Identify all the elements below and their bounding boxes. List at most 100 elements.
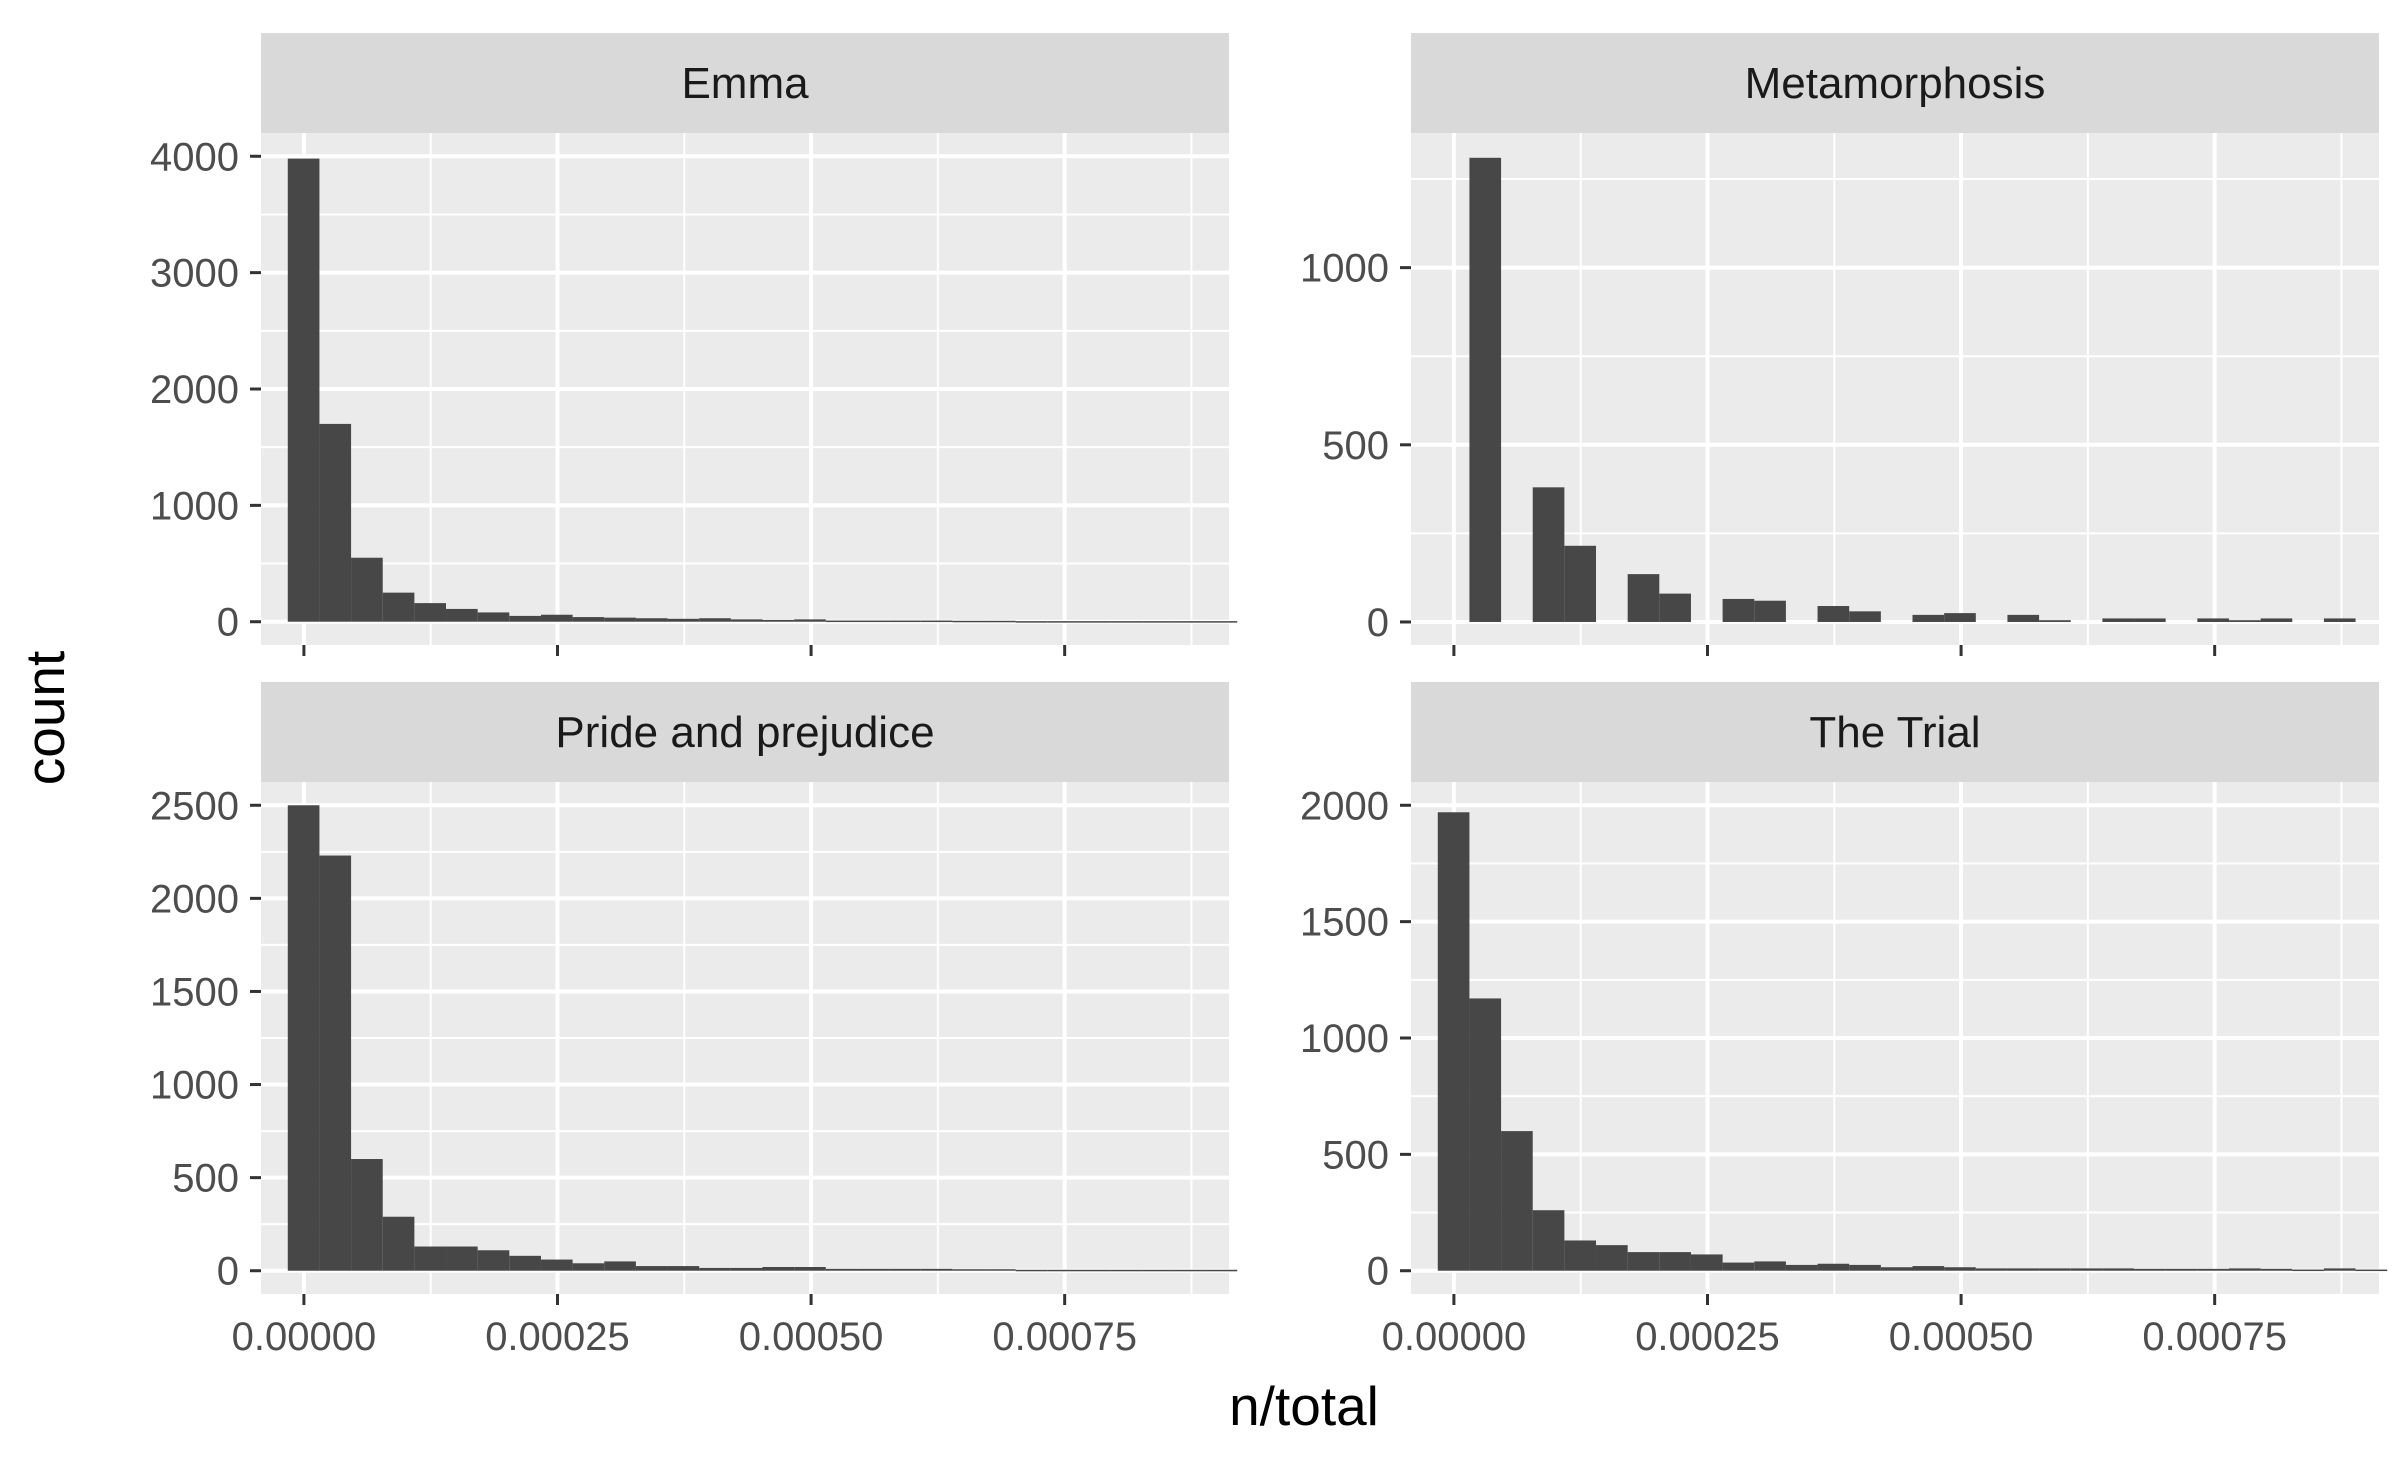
- histogram-bar: [1564, 545, 1597, 622]
- histogram-bar: [414, 1246, 447, 1271]
- histogram-bar: [1501, 1131, 1533, 1271]
- histogram-bar: [1754, 1261, 1786, 1271]
- histogram-bar: [2260, 618, 2293, 622]
- histogram-bar: [287, 805, 320, 1271]
- y-tick-label: 2000: [150, 368, 239, 412]
- histogram-bar: [1880, 1267, 1913, 1271]
- histogram-bar: [1817, 606, 1850, 622]
- histogram-bar: [604, 617, 636, 622]
- histogram-bar: [382, 1216, 415, 1271]
- histogram-bar: [540, 1259, 573, 1271]
- facet-title: Pride and prejudice: [555, 708, 934, 757]
- histogram-bar: [857, 1268, 890, 1271]
- histogram-bar: [730, 619, 763, 622]
- histogram-bar: [2323, 1268, 2356, 1271]
- histogram-bar: [1596, 1245, 1628, 1271]
- histogram-bar: [1690, 1254, 1723, 1271]
- histogram-bar: [1173, 621, 1206, 623]
- histogram-bar: [1849, 1264, 1881, 1271]
- histogram-bar: [2323, 618, 2356, 622]
- histogram-bar: [1173, 1269, 1206, 1272]
- histogram-bar: [1469, 157, 1502, 622]
- histogram-bar: [540, 614, 573, 622]
- histogram-bar: [2134, 1268, 2166, 1271]
- y-tick-label: 3000: [150, 252, 239, 296]
- y-tick-label: 1000: [150, 1064, 239, 1108]
- histogram-bar: [319, 855, 352, 1271]
- histogram-bar: [667, 1266, 700, 1271]
- histogram-bar: [1785, 1264, 1818, 1271]
- y-tick-label: 1000: [150, 484, 239, 528]
- histogram-bar: [2102, 618, 2135, 622]
- histogram-bar: [1817, 1263, 1850, 1271]
- y-tick-label: 2000: [150, 877, 239, 921]
- histogram-bar: [1015, 621, 1048, 623]
- histogram-bar: [1205, 621, 1238, 623]
- x-axis-title: n/total: [1229, 1375, 1379, 1437]
- histogram-bar: [1142, 1269, 1174, 1272]
- histogram-bar: [2228, 620, 2261, 622]
- histogram-bar: [2039, 1268, 2071, 1271]
- histogram-bar: [414, 603, 447, 622]
- histogram-bar: [984, 620, 1016, 623]
- histogram-bar: [762, 1267, 795, 1271]
- histogram-bar: [667, 618, 700, 622]
- histogram-bar: [1912, 1266, 1945, 1271]
- y-tick-label: 1000: [1300, 247, 1389, 291]
- histogram-bar: [477, 1250, 510, 1271]
- histogram-bar: [762, 619, 795, 622]
- y-axis-title: count: [14, 651, 76, 786]
- histogram-bar: [920, 1268, 953, 1271]
- histogram-bar: [2007, 614, 2040, 622]
- histogram-bar: [699, 618, 731, 622]
- histogram-bar: [1944, 613, 1976, 622]
- histogram-bar: [1659, 593, 1691, 622]
- histogram-bar: [1142, 621, 1174, 623]
- histogram-bar: [635, 1266, 668, 1271]
- histogram-bar: [1849, 611, 1881, 622]
- y-tick-label: 0: [217, 1250, 239, 1294]
- histogram-bar: [1532, 487, 1565, 622]
- panel-the-trial: The Trial 0 500 1000 1500 2000 0.00000 0.00025 0…: [1300, 682, 2388, 1359]
- histogram-bar: [446, 1246, 478, 1271]
- histogram-bar: [1659, 1252, 1691, 1271]
- histogram-bar: [889, 620, 921, 623]
- y-tick-label: 0: [217, 601, 239, 645]
- histogram-bar: [2197, 618, 2229, 622]
- histogram-bar: [509, 1255, 541, 1271]
- facet-strip: [261, 682, 1229, 782]
- histogram-bar: [2228, 1268, 2261, 1271]
- facet-strip: [261, 33, 1229, 133]
- histogram-bar: [984, 1269, 1016, 1271]
- y-tick-label: 500: [1322, 1133, 1389, 1177]
- histogram-bar: [1437, 812, 1470, 1271]
- histogram-bar: [2039, 620, 2071, 622]
- y-tick-label: 4000: [150, 135, 239, 179]
- panel-pride-and-prejudice: Pride and prejudice 0 500 1000 1500 2000 2500 0…: [150, 682, 1238, 1359]
- y-tick-label: 2000: [1300, 784, 1389, 828]
- histogram-bar: [1564, 1240, 1597, 1271]
- histogram-bar: [1754, 600, 1786, 622]
- facet-panels: Emma 0 1000 2000 3000 4000 Metamorphosis 0 500 10…: [150, 33, 2388, 1359]
- histogram-bar: [699, 1267, 731, 1271]
- histogram-bar: [1627, 1252, 1660, 1271]
- histogram-bar: [1078, 621, 1111, 623]
- histogram-bar: [1205, 1269, 1238, 1272]
- histogram-bar: [952, 620, 985, 623]
- histogram-bar: [1047, 1269, 1079, 1272]
- histogram-bar: [2355, 1269, 2388, 1272]
- x-tick-label: 0.00075: [992, 1315, 1137, 1359]
- panel-emma: Emma 0 1000 2000 3000 4000: [150, 33, 1238, 656]
- x-tick-label: 0.00025: [485, 1315, 630, 1359]
- histogram-bar: [509, 615, 541, 622]
- y-tick-label: 0: [1367, 1250, 1389, 1294]
- histogram-bar: [604, 1261, 636, 1271]
- x-tick-label: 0.00000: [1382, 1315, 1527, 1359]
- histogram-bar: [825, 620, 858, 623]
- histogram-bar: [794, 1267, 826, 1271]
- histogram-bar: [2102, 1268, 2135, 1271]
- histogram-bar: [2007, 1268, 2040, 1271]
- histogram-bar: [1532, 1210, 1565, 1271]
- y-tick-label: 2500: [150, 784, 239, 828]
